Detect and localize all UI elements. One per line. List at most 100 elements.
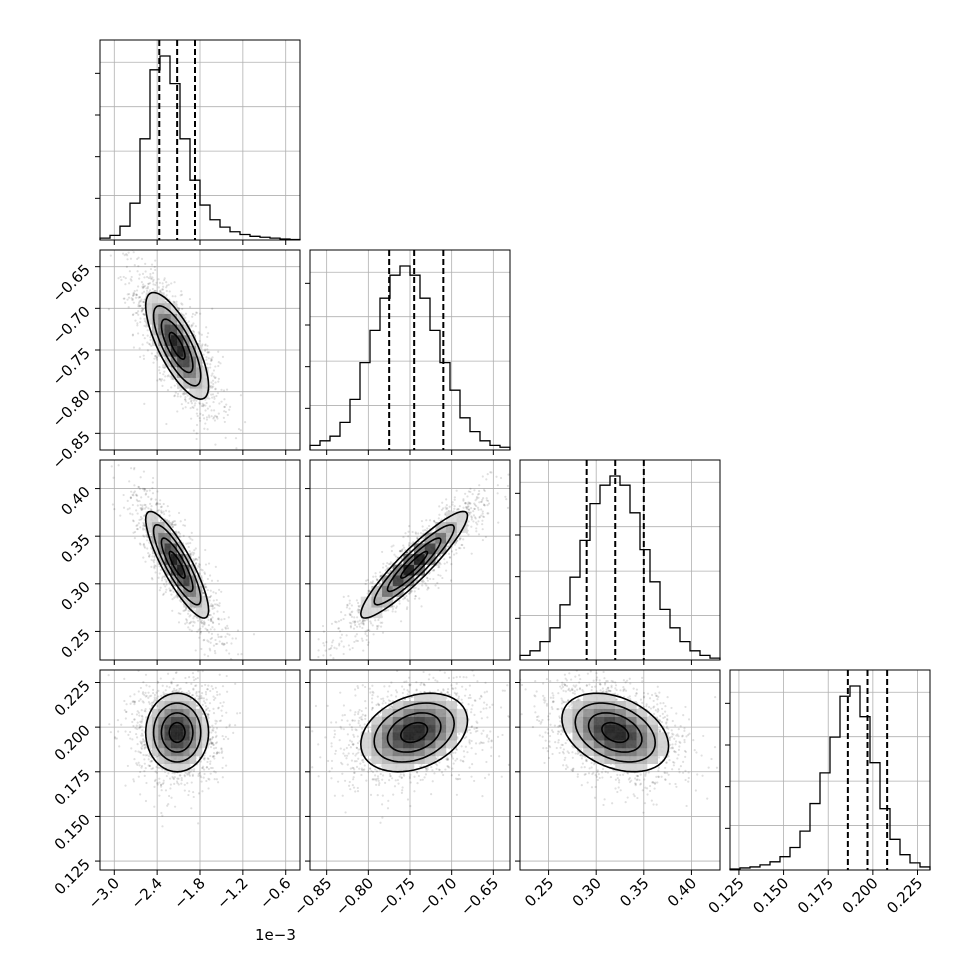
sample-point [155, 358, 159, 361]
sample-point [209, 742, 212, 745]
sample-point [225, 388, 229, 391]
sample-point [384, 609, 387, 612]
sample-point [156, 351, 159, 354]
sample-point [469, 490, 472, 494]
sample-point [140, 306, 144, 310]
sample-point [132, 293, 135, 297]
sample-point [357, 608, 360, 611]
sample-point [434, 584, 437, 587]
sample-point [164, 578, 167, 581]
density-cell [151, 292, 159, 304]
sample-point [192, 679, 196, 682]
sample-point [368, 629, 371, 632]
sample-point [191, 538, 194, 541]
sample-point [466, 495, 469, 498]
sample-point [206, 362, 209, 365]
sample-point [329, 647, 332, 651]
sample-point [209, 363, 212, 366]
sample-point [190, 402, 194, 405]
sample-point [209, 589, 212, 592]
density-cell [360, 607, 372, 619]
sample-point [109, 731, 113, 734]
sample-point [360, 622, 363, 625]
sample-point [168, 510, 171, 513]
sample-point [208, 702, 212, 705]
density-cell [456, 521, 468, 533]
sample-point [342, 652, 345, 656]
sample-point [420, 579, 423, 583]
density-cell [183, 596, 190, 608]
sample-point [177, 531, 180, 534]
sample-point [123, 254, 126, 257]
density-cell [202, 377, 209, 389]
sample-point [192, 620, 195, 623]
sample-point [283, 704, 285, 706]
sample-point [212, 599, 215, 602]
sample-point [407, 543, 411, 547]
sample-point [141, 504, 144, 507]
sample-point [376, 626, 379, 629]
sample-point [188, 622, 191, 625]
sample-point [460, 543, 463, 547]
sample-point [216, 642, 219, 646]
sample-point [138, 296, 142, 299]
sample-point [179, 520, 182, 523]
sample-point [372, 633, 375, 636]
sample-point [224, 735, 227, 738]
sample-point [129, 496, 133, 499]
sample-point [169, 589, 172, 592]
sample-point [209, 641, 212, 644]
density-cell [151, 511, 159, 523]
sample-point [208, 416, 211, 419]
sample-point [154, 354, 157, 358]
sample-point [151, 487, 154, 490]
sample-point [143, 488, 146, 491]
sample-point [133, 701, 137, 704]
sample-point [172, 378, 175, 381]
sample-point [358, 619, 361, 622]
sample-point [405, 552, 409, 555]
sample-point [150, 497, 153, 500]
sample-point [139, 543, 142, 546]
sample-point [143, 545, 146, 548]
sample-point [209, 359, 213, 362]
sample-point [399, 549, 402, 552]
sample-point [212, 375, 216, 378]
sample-point [190, 629, 193, 632]
sample-point [193, 404, 196, 407]
sample-point [140, 732, 144, 735]
sample-point [408, 549, 411, 553]
density-cell [202, 607, 209, 619]
density-cell [446, 521, 457, 533]
sample-point [184, 608, 187, 612]
sample-point [159, 519, 163, 522]
sample-point [192, 667, 194, 669]
sample-point [160, 579, 164, 582]
sample-point [465, 505, 468, 509]
sample-point [409, 591, 412, 594]
sample-point [159, 506, 163, 509]
sample-point [172, 777, 175, 780]
sample-point [220, 388, 223, 391]
sample-point [122, 297, 125, 300]
sample-point [155, 755, 158, 758]
sample-point [348, 648, 351, 651]
sample-point [171, 690, 174, 694]
sample-point [419, 532, 423, 535]
sample-point [143, 313, 146, 317]
sample-point [319, 678, 321, 680]
density-cell [183, 585, 190, 597]
sample-point [136, 270, 139, 273]
sample-point [216, 617, 220, 621]
sample-point [150, 558, 153, 561]
sample-point [138, 273, 141, 276]
sample-point [362, 649, 365, 652]
pair-panel [107, 667, 242, 828]
sample-point [171, 598, 174, 601]
density-cell [158, 345, 165, 357]
sample-point [416, 536, 419, 539]
sample-point [189, 400, 193, 403]
sample-point [187, 542, 190, 545]
sample-point [147, 495, 150, 498]
sample-point [427, 587, 430, 590]
